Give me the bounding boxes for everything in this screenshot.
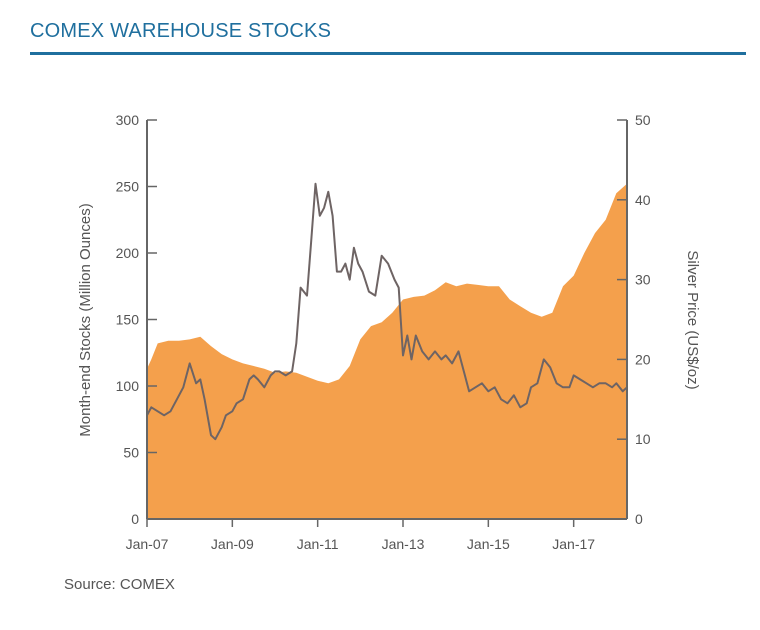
- y-tick-label: 50: [123, 445, 139, 461]
- y-tick-label: 150: [116, 312, 140, 328]
- chart-title: COMEX WAREHOUSE STOCKS: [30, 20, 332, 42]
- title-rule: [30, 52, 746, 55]
- y2-tick-label: 20: [635, 351, 651, 367]
- y2-tick-label: 0: [635, 511, 643, 527]
- y-tick-label: 200: [116, 245, 140, 261]
- y2-tick-label: 50: [635, 112, 651, 128]
- source-note: Source: COMEX: [64, 576, 175, 593]
- y-axis-title: Month-end Stocks (Million Ounces): [77, 203, 94, 436]
- stocks-area: [147, 183, 627, 520]
- silver-price-line: [146, 182, 628, 441]
- x-tick-label: Jan-15: [467, 536, 510, 552]
- x-tick-label: Jan-09: [211, 536, 254, 552]
- y-tick-label: 300: [116, 112, 140, 128]
- plot-area: [146, 182, 628, 520]
- y2-tick-label: 30: [635, 272, 651, 288]
- y-tick-label: 0: [131, 511, 139, 527]
- x-tick-label: Jan-17: [552, 536, 595, 552]
- y-tick-label: 250: [116, 179, 140, 195]
- y-tick-label: 100: [116, 378, 140, 394]
- x-tick-label: Jan-11: [297, 536, 339, 552]
- axes: 0 50 100 150 200 250 300 0 10 20 30 40 50 Jan-07 Jan-0…: [116, 112, 651, 552]
- x-tick-label: Jan-13: [382, 536, 425, 552]
- y2-tick-label: 10: [635, 431, 651, 447]
- x-tick-label: Jan-07: [126, 536, 169, 552]
- y2-tick-label: 40: [635, 192, 651, 208]
- y2-axis-title: Silver Price (US$/oz): [684, 250, 701, 389]
